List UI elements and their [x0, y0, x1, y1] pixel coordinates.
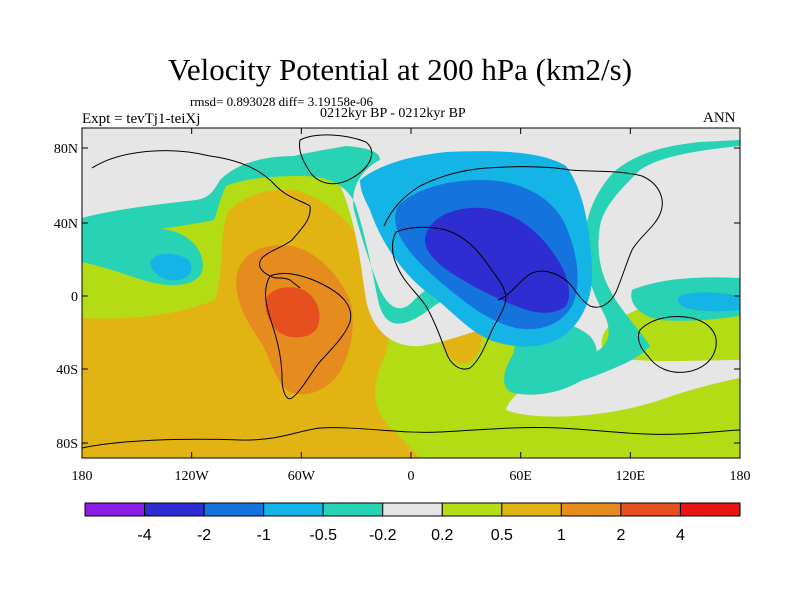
lat-tick-label: 40S [56, 363, 78, 378]
colorbar-swatch [382, 502, 443, 517]
colorbar-label: 1 [557, 527, 566, 544]
lon-tick-label: 0 [408, 469, 415, 484]
coast-antarctica [82, 426, 740, 449]
colorbar-label: 0.5 [491, 527, 513, 544]
lon-tick-label: 180 [72, 469, 93, 484]
colorbar-label: -1 [257, 527, 271, 544]
colorbar-swatch [620, 502, 681, 517]
contour-light-blue-east [678, 292, 740, 312]
lat-tick-label: 80S [56, 437, 78, 452]
lon-tick-label: 120W [175, 469, 210, 484]
plot-title: Velocity Potential at 200 hPa (km2/s) [167, 52, 633, 87]
lat-tick-label: 40N [54, 217, 78, 232]
stats-text: rmsd= 0.893028 diff= 3.19158e-06 [190, 94, 374, 109]
lon-tick-label: 120E [616, 469, 646, 484]
coast-eurasia [383, 166, 663, 308]
lon-tick-label: 60W [288, 469, 316, 484]
lat-tick-label: 0 [71, 290, 78, 305]
coastlines [82, 134, 740, 449]
lat-tick-label: 80N [54, 142, 78, 157]
colorbar-label: -0.5 [309, 527, 337, 544]
colorbar-swatch [263, 502, 324, 517]
colorbar-swatch [322, 502, 384, 517]
contour-2-to-4 [265, 287, 320, 338]
colorbar-label: -0.2 [369, 527, 397, 544]
experiment-label: Expt = tevTj1-teiXj [82, 111, 201, 127]
colorbar-swatch [84, 502, 146, 517]
colorbar-swatch [441, 502, 503, 517]
colorbar-label: 2 [616, 527, 625, 544]
colorbar-label: 4 [676, 527, 685, 544]
contour-field [82, 128, 740, 458]
coast-africa [391, 226, 507, 370]
period-label: 0212kyr BP - 0212kyr BP [320, 106, 466, 121]
lon-tick-label: 180 [730, 469, 751, 484]
season-label: ANN [703, 110, 736, 126]
colorbar-swatch [501, 502, 562, 517]
contour-m0-5-to-m0-2 [82, 128, 740, 390]
colorbar-swatch [560, 502, 622, 517]
colorbar-swatch [679, 502, 741, 517]
colorbar-label: -4 [137, 527, 151, 544]
colorbar: -4 -2 -1 -0.5 -0.2 0.2 0.5 1 2 4 [84, 502, 741, 544]
colorbar-swatch [203, 502, 265, 517]
colorbar-label: -2 [197, 527, 211, 544]
lon-tick-label: 60E [509, 469, 532, 484]
latitude-axis: 80N 40N 0 40S 80S [54, 142, 740, 452]
coast-north-america [91, 150, 311, 289]
colorbar-label: 0.2 [431, 527, 453, 544]
coast-australia [637, 316, 717, 373]
coast-greenland [299, 134, 373, 185]
colorbar-swatch [144, 502, 205, 517]
contour-light-blue-pacific-west [150, 253, 192, 281]
longitude-axis: 180 120W 60W 0 60E 120E 180 [72, 128, 751, 484]
coast-south-america [265, 273, 352, 400]
contour-m4-to-m2 [424, 207, 570, 313]
